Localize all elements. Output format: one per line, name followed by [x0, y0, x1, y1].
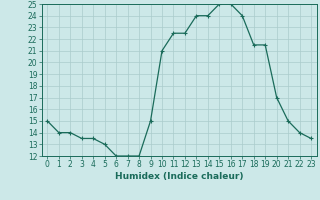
X-axis label: Humidex (Indice chaleur): Humidex (Indice chaleur): [115, 172, 244, 181]
